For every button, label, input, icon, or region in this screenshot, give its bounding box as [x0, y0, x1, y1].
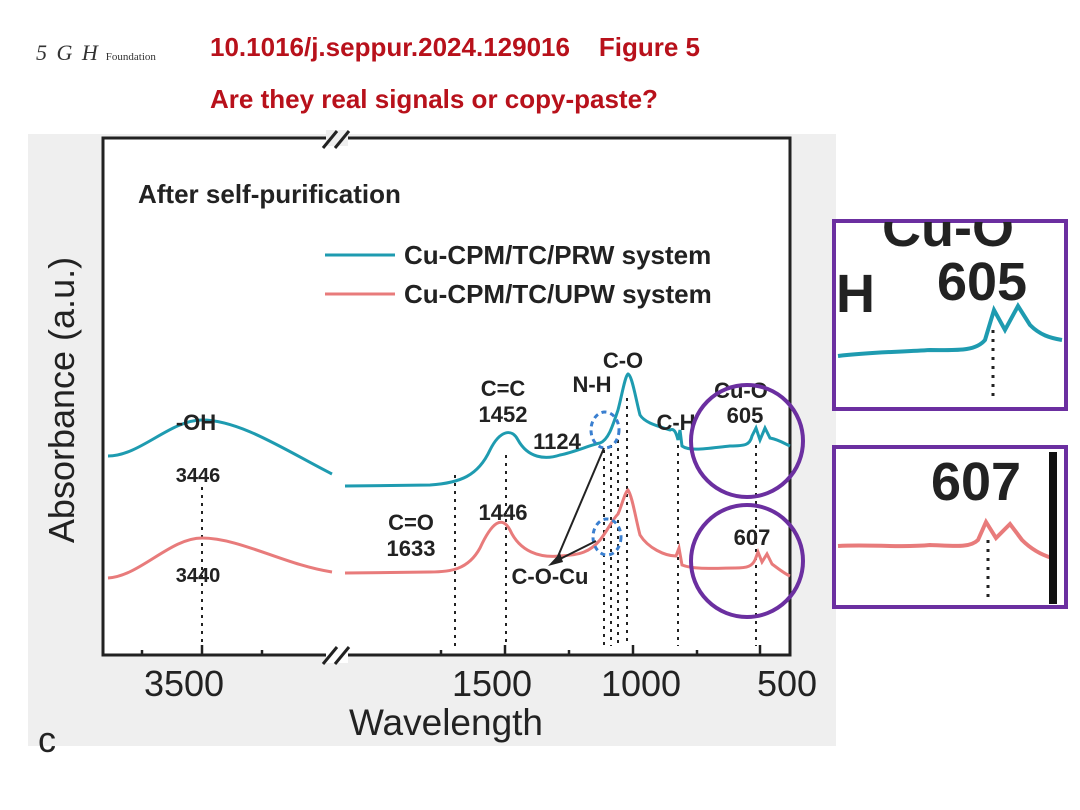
label-co-single: C-O	[603, 348, 643, 373]
plot-frame	[101, 136, 792, 657]
zoom-label-cuo: Cu-O	[882, 198, 1014, 258]
x-ticks	[140, 645, 762, 655]
y-axis-label: Absorbance (a.u.)	[41, 257, 82, 543]
label-605: 605	[727, 403, 764, 428]
zoom-curve-prw	[837, 302, 1063, 358]
label-cc: C=C	[481, 376, 526, 401]
figure-label: Figure 5	[598, 32, 700, 62]
chart-title: After self-purification	[138, 179, 401, 209]
label-1452: 1452	[479, 402, 528, 427]
axis-break-top-b	[333, 130, 351, 149]
tick-label-1000: 1000	[601, 663, 681, 704]
label-co-double: C=O	[388, 510, 434, 535]
label-1446: 1446	[479, 500, 528, 525]
highlight-circle-607	[689, 503, 805, 619]
zoom-label-h: H	[836, 264, 875, 324]
question-text: Are they real signals or copy-paste?	[210, 84, 658, 114]
marker-ellipse-lower	[591, 517, 623, 557]
axis-break-top-a	[321, 130, 339, 149]
series-line-prw	[107, 372, 791, 488]
doi-text: 10.1016/j.seppur.2024.129016	[210, 32, 570, 62]
axis-break-bottom-a	[321, 646, 339, 665]
zoom-frame-edge	[1049, 452, 1057, 604]
peak-guide-lines	[201, 398, 757, 646]
legend-label-upw: Cu-CPM/TC/UPW system	[404, 279, 712, 309]
label-607: 607	[734, 525, 771, 550]
series-line-upw	[107, 487, 791, 580]
arrow-cocu-upper	[555, 447, 605, 562]
foundation-logo: 5 G H Foundation	[36, 40, 156, 66]
doi-line: 10.1016/j.seppur.2024.129016 Figure 5	[210, 32, 700, 63]
legend-label-prw: Cu-CPM/TC/PRW system	[404, 240, 711, 270]
zoom-label-605: 605	[937, 252, 1027, 312]
label-3440: 3440	[176, 565, 221, 587]
label-nh: N-H	[572, 372, 611, 397]
tick-label-1500: 1500	[452, 663, 532, 704]
label-ch: C-H	[656, 410, 695, 435]
arrowhead-cocu	[548, 553, 563, 566]
tick-label-500: 500	[757, 663, 817, 704]
highlight-circle-605	[689, 383, 805, 499]
zoom-panel-605	[832, 219, 1068, 411]
axis-break-top-gap	[326, 130, 348, 146]
logo-mark: 5 G H	[36, 40, 100, 65]
zoom-label-607: 607	[931, 452, 1021, 512]
axis-break-bottom-gap	[326, 647, 348, 663]
x-axis-label: Wavelength	[349, 702, 543, 743]
zoom-curve-upw	[837, 517, 1053, 560]
marker-ellipse-upper	[589, 410, 621, 450]
label-1124: 1124	[533, 429, 581, 454]
zoom-panel-607	[832, 445, 1068, 609]
axis-break-bottom-b	[333, 646, 351, 665]
label-3446: 3446	[176, 465, 221, 487]
label-1633: 1633	[387, 536, 436, 561]
label-oh: -OH	[176, 410, 216, 435]
tick-label-3500: 3500	[144, 663, 224, 704]
arrow-cocu-lower	[555, 540, 597, 562]
panel-letter: c	[38, 719, 56, 760]
label-cocu: C-O-Cu	[512, 564, 589, 589]
logo-word: Foundation	[105, 51, 156, 63]
